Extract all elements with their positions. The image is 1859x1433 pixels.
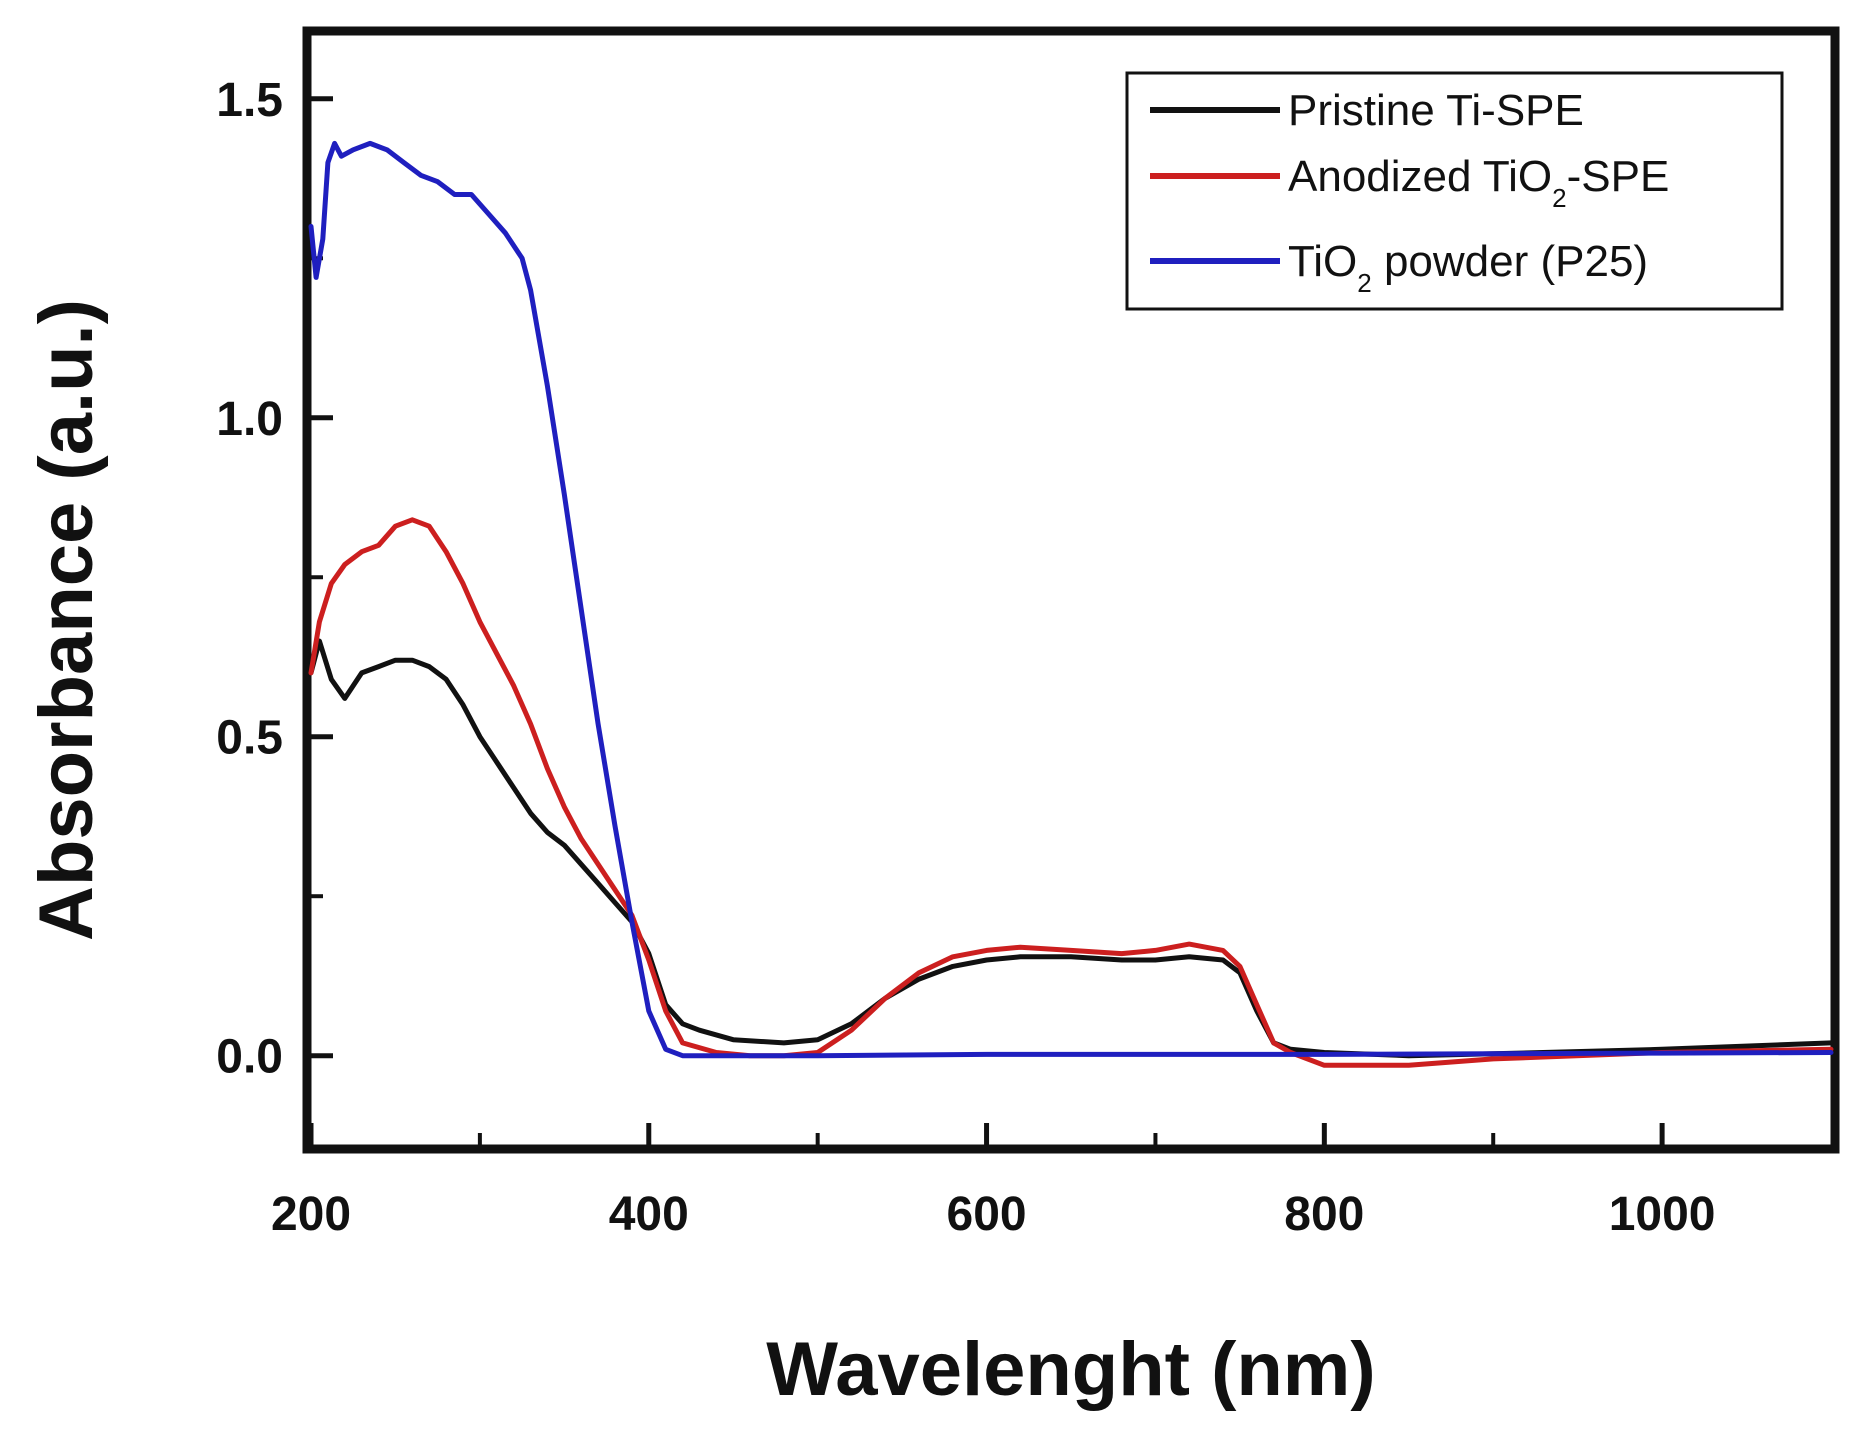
x-tick-label: 800 bbox=[1284, 1188, 1364, 1241]
legend-label-3: TiO2 powder (P25) bbox=[1288, 237, 1648, 298]
legend-label-1: Pristine Ti-SPE bbox=[1288, 86, 1584, 135]
y-axis-ticks: 0.0 0.5 1.0 1.5 bbox=[216, 74, 333, 1084]
y-tick-label: 1.5 bbox=[216, 74, 283, 127]
plot-area: 200 400 600 800 1000 0.0 0.5 1.0 1.5 bbox=[216, 26, 1840, 1241]
y-axis-title: Absorbance (a.u.) bbox=[24, 299, 109, 941]
x-axis-title: Wavelenght (nm) bbox=[766, 1327, 1375, 1412]
y-tick-label: 0.0 bbox=[216, 1031, 283, 1084]
x-tick-label: 1000 bbox=[1609, 1188, 1716, 1241]
series-line-2 bbox=[308, 517, 1834, 1068]
x-axis-ticks: 200 400 600 800 1000 bbox=[271, 1123, 1716, 1241]
x-tick-label: 400 bbox=[609, 1188, 689, 1241]
plot-frame bbox=[302, 26, 1840, 1154]
legend-label-2: Anodized TiO2-SPE bbox=[1288, 152, 1669, 213]
series-line-1 bbox=[308, 638, 1834, 1059]
y-tick-label: 1.0 bbox=[216, 393, 283, 446]
series-layer bbox=[308, 140, 1834, 1068]
series-line-3 bbox=[308, 140, 1834, 1059]
x-tick-label: 200 bbox=[271, 1188, 351, 1241]
x-tick-label: 600 bbox=[947, 1188, 1027, 1241]
legend: Pristine Ti-SPE Anodized TiO2-SPE TiO2 pow… bbox=[1125, 71, 1784, 311]
y-tick-label: 0.5 bbox=[216, 712, 283, 765]
